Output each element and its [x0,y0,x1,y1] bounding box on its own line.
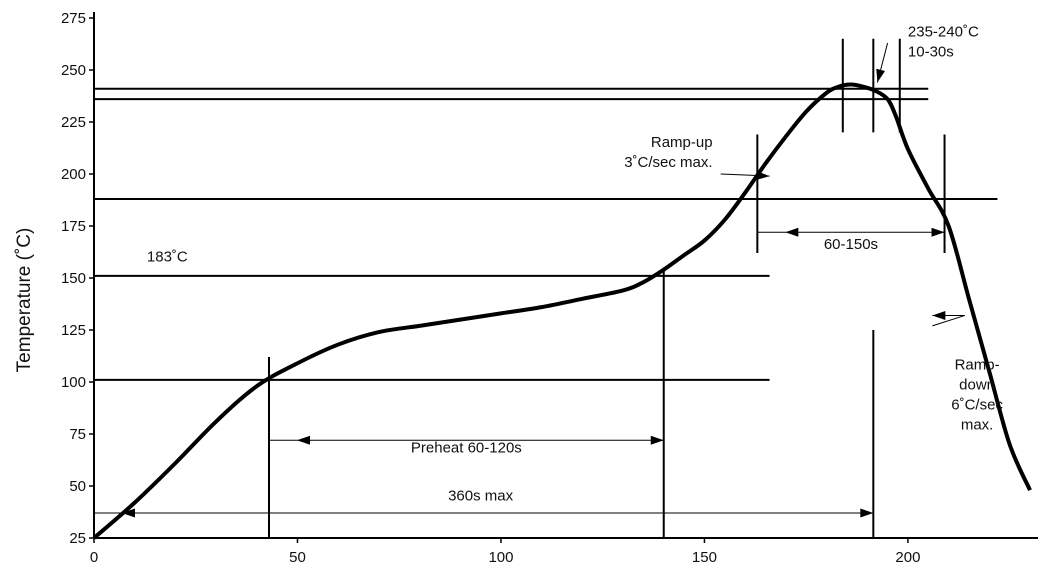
x-tick-label: 150 [692,549,717,566]
annotation-text: Ramp-down 6˚C/sec max. [951,357,1003,434]
annotation-line: 235-240˚C [908,24,979,41]
x-tick-label: 0 [90,549,98,566]
span-label: 60-150s [824,236,878,253]
x-tick-label: 50 [289,549,306,566]
annotation-line: max. [961,417,994,434]
reference-lines [94,38,998,538]
y-tick-label: 100 [61,374,86,391]
y-tick-label: 225 [61,114,86,131]
span-arrowhead-right [860,508,874,518]
annotation-text: Ramp-up 3˚C/sec max. [624,134,712,171]
annotation-line: Ramp- [955,357,1000,374]
span-label: 360s max [448,488,514,505]
y-tick-label: 125 [61,322,86,339]
y-tick-label: 50 [69,478,86,495]
annotation-arrowhead [876,68,885,83]
y-tick-label: 200 [61,166,86,183]
annotation-arrowhead [932,310,946,320]
annotation-line: 10-30s [908,44,954,61]
annotation-text: 183˚C [147,248,188,265]
annotation-line: down [959,377,995,394]
span-arrowhead-left [785,227,799,237]
span-label: Preheat 60-120s [411,440,522,457]
x-tick-label: 200 [895,549,920,566]
annotation-text: 235-240˚C 10-30s [908,24,979,61]
span-arrowhead-left [296,435,310,445]
y-tick-label: 75 [69,426,86,443]
annotation-line: 183˚C [147,248,188,265]
annotations: 183˚C Ramp-up 3˚C/sec max. 235-240˚C 10-30s R… [147,24,1004,434]
temperature-profile-line [92,82,1032,540]
y-tick-label: 150 [61,270,86,287]
axes: 0 50 100 150 200 25 50 75 100 125 150 175 200 225 250 2… [61,10,1038,566]
annotation-line: 3˚C/sec max. [624,154,712,171]
y-tick-label: 250 [61,62,86,79]
y-tick-label: 25 [69,530,86,547]
annotation-line: Ramp-up [651,134,713,151]
y-tick-label: 275 [61,10,86,27]
annotation-line: 6˚C/sec [951,397,1003,414]
span-markers: Preheat 60-120s 360s max 60-150s [94,227,945,518]
y-tick-label: 175 [61,218,86,235]
series-group [92,82,1032,540]
x-tick-label: 100 [488,549,513,566]
y-axis-label: Temperature (˚C) [14,228,35,373]
span-arrowhead-right [931,227,945,237]
span-arrowhead-right [650,435,664,445]
span-arrowhead-left [122,508,135,518]
